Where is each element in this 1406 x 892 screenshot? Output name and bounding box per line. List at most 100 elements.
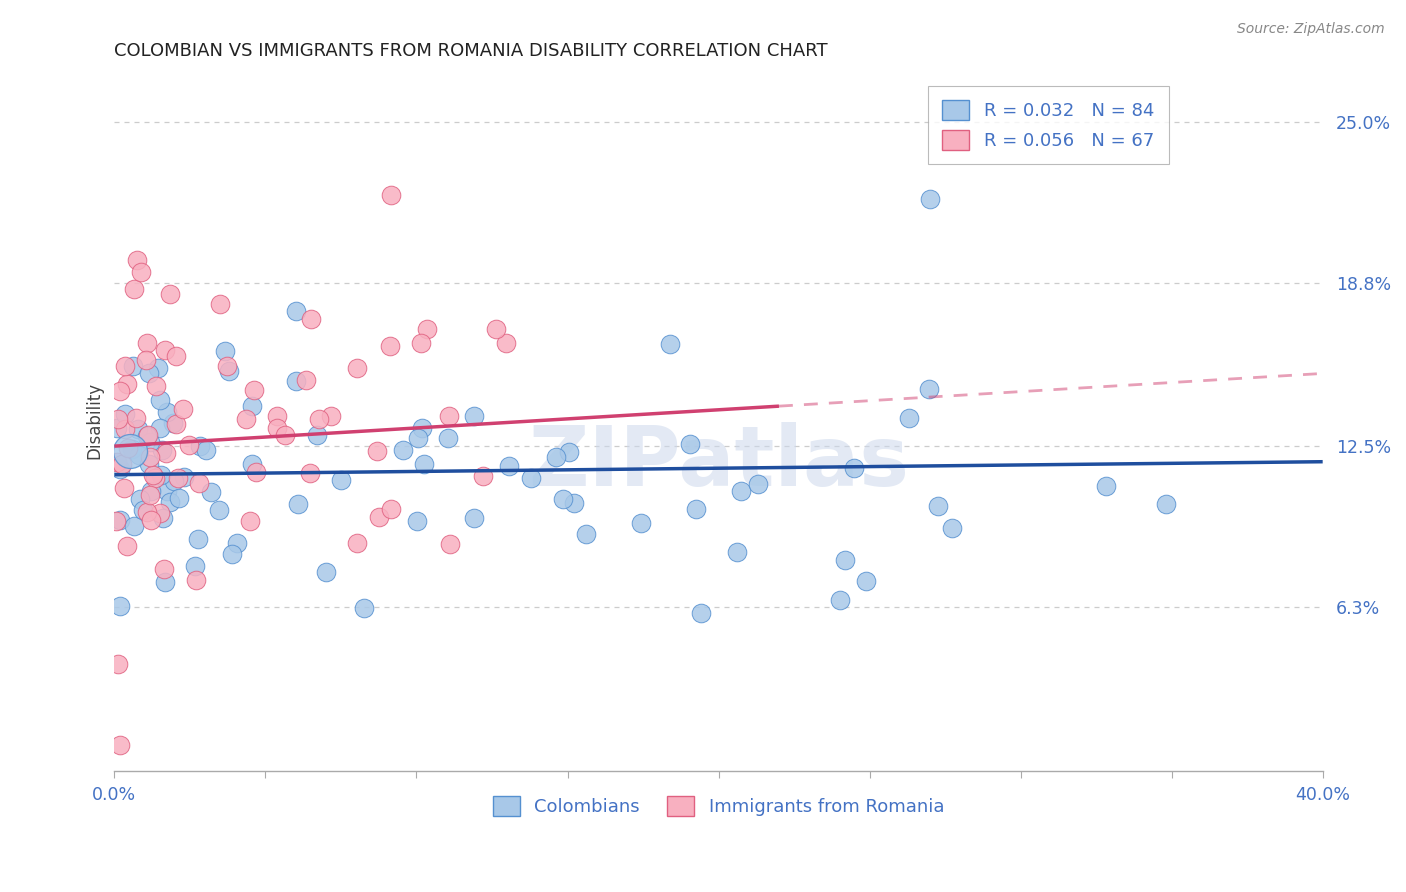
Point <box>391 442 413 457</box>
Point <box>217 359 239 373</box>
Point <box>463 511 485 525</box>
Point <box>146 360 169 375</box>
Point <box>828 592 851 607</box>
Point <box>927 499 949 513</box>
Point <box>187 532 209 546</box>
Point <box>308 411 330 425</box>
Point <box>630 516 652 530</box>
Point <box>495 336 517 351</box>
Point <box>122 519 145 533</box>
Point <box>139 488 162 502</box>
Point <box>162 416 184 430</box>
Point <box>125 410 148 425</box>
Point <box>221 547 243 561</box>
Point <box>163 474 186 488</box>
Point <box>471 468 494 483</box>
Point <box>834 552 856 566</box>
Point <box>235 412 257 426</box>
Point <box>148 506 170 520</box>
Point <box>125 252 148 267</box>
Point <box>172 401 194 416</box>
Text: ZIPatlas: ZIPatlas <box>529 422 910 503</box>
Point <box>127 422 149 436</box>
Point <box>380 339 402 353</box>
Point <box>366 444 388 458</box>
Point <box>353 600 375 615</box>
Point <box>918 193 941 207</box>
Point <box>153 343 176 357</box>
Text: COLOMBIAN VS IMMIGRANTS FROM ROMANIA DISABILITY CORRELATION CHART: COLOMBIAN VS IMMIGRANTS FROM ROMANIA DIS… <box>114 42 828 60</box>
Point <box>136 428 159 442</box>
Point <box>659 337 682 351</box>
Point <box>918 382 941 396</box>
Point <box>1156 497 1178 511</box>
Point <box>240 458 263 472</box>
Point <box>115 539 138 553</box>
Point <box>145 379 167 393</box>
Point <box>298 466 321 480</box>
Point <box>117 441 139 455</box>
Point <box>108 384 131 398</box>
Point <box>436 430 458 444</box>
Point <box>243 384 266 398</box>
Point <box>155 446 177 460</box>
Point <box>135 353 157 368</box>
Point <box>105 455 128 469</box>
Point <box>485 322 508 336</box>
Point <box>209 297 232 311</box>
Point <box>132 503 155 517</box>
Text: Source: ZipAtlas.com: Source: ZipAtlas.com <box>1237 22 1385 37</box>
Point <box>406 514 429 528</box>
Legend: Colombians, Immigrants from Romania: Colombians, Immigrants from Romania <box>484 787 953 825</box>
Point <box>139 513 162 527</box>
Point <box>194 442 217 457</box>
Point <box>406 431 429 445</box>
Point <box>575 526 598 541</box>
Point <box>159 494 181 508</box>
Point <box>173 470 195 484</box>
Point <box>208 503 231 517</box>
Point <box>167 471 190 485</box>
Point <box>299 311 322 326</box>
Point <box>149 421 172 435</box>
Point <box>380 501 402 516</box>
Point <box>150 442 173 457</box>
Point <box>114 422 136 436</box>
Point <box>380 188 402 202</box>
Point <box>118 444 141 458</box>
Point <box>156 483 179 498</box>
Point <box>295 373 318 387</box>
Point <box>121 359 143 373</box>
Point <box>266 409 288 424</box>
Point <box>184 559 207 574</box>
Point <box>136 336 159 351</box>
Point <box>167 491 190 505</box>
Y-axis label: Disability: Disability <box>86 382 103 458</box>
Point <box>124 282 146 296</box>
Point <box>463 409 485 424</box>
Point <box>107 421 129 435</box>
Point <box>138 366 160 380</box>
Point <box>305 428 328 442</box>
Point <box>439 537 461 551</box>
Point <box>416 322 439 336</box>
Point <box>149 468 172 483</box>
Point <box>725 545 748 559</box>
Point <box>498 459 520 474</box>
Point <box>108 738 131 752</box>
Point <box>165 417 187 431</box>
Point <box>319 409 342 424</box>
Point <box>108 599 131 614</box>
Point <box>139 484 162 499</box>
Point <box>411 336 433 351</box>
Point <box>153 561 176 575</box>
Point <box>129 265 152 279</box>
Point <box>115 377 138 392</box>
Point <box>138 434 160 449</box>
Point <box>188 439 211 453</box>
Point <box>855 574 877 588</box>
Point <box>520 471 543 485</box>
Point <box>315 565 337 579</box>
Point <box>136 429 159 443</box>
Point <box>941 521 963 535</box>
